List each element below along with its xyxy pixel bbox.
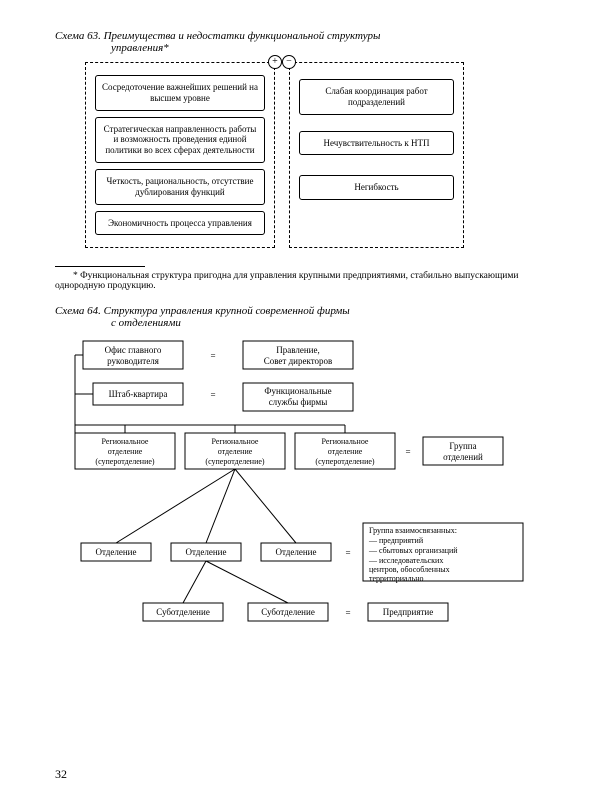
svg-text:Отделение: Отделение <box>185 547 226 557</box>
disadvantage-box: Слабая координация работ подразделений <box>299 79 454 115</box>
svg-text:отделение: отделение <box>328 447 363 456</box>
svg-text:отделение: отделение <box>218 447 253 456</box>
svg-text:Офис главного: Офис главного <box>105 345 162 355</box>
footnote-text: * Функциональная структура пригодна для … <box>55 271 555 291</box>
scheme-64-title: Схема 64. Структура управления крупной с… <box>55 305 555 329</box>
svg-text:— предприятий: — предприятий <box>368 536 424 545</box>
svg-text:Региональное: Региональное <box>102 437 149 446</box>
svg-text:Суботделение: Суботделение <box>156 607 210 617</box>
svg-text:территориально: территориально <box>369 574 424 583</box>
advantage-box: Стратегическая направленность работы и в… <box>95 117 265 163</box>
svg-text:— сбытовых организаций: — сбытовых организаций <box>368 546 458 555</box>
svg-text:службы фирмы: службы фирмы <box>269 397 328 407</box>
svg-text:(суперотделение): (суперотделение) <box>95 457 155 466</box>
svg-text:Отделение: Отделение <box>275 547 316 557</box>
svg-text:Суботделение: Суботделение <box>261 607 315 617</box>
svg-text:руководителя: руководителя <box>107 356 159 366</box>
footnote-divider <box>55 266 145 267</box>
svg-text:центров, обособленных: центров, обособленных <box>369 565 450 574</box>
disadvantages-column: − Слабая координация работ подразделений… <box>289 62 464 248</box>
svg-text:=: = <box>345 548 350 558</box>
advantages-column: + Сосредоточение важнейших решений на вы… <box>85 62 275 248</box>
svg-text:Региональное: Региональное <box>212 437 259 446</box>
plus-icon: + <box>268 55 282 69</box>
scheme-63: + Сосредоточение важнейших решений на вы… <box>85 62 555 248</box>
advantage-box: Четкость, рациональность, отсутствие дуб… <box>95 169 265 205</box>
svg-text:Функциональные: Функциональные <box>264 386 331 396</box>
svg-text:(суперотделение): (суперотделение) <box>205 457 265 466</box>
svg-text:=: = <box>210 390 215 400</box>
scheme-64-title-line1: Схема 64. Структура управления крупной с… <box>55 305 350 317</box>
svg-text:Региональное: Региональное <box>322 437 369 446</box>
disadvantage-box: Нечувствительность к НТП <box>299 131 454 156</box>
svg-text:— исследовательских: — исследовательских <box>368 556 443 565</box>
svg-text:Отделение: Отделение <box>95 547 136 557</box>
svg-text:отделение: отделение <box>108 447 143 456</box>
svg-text:=: = <box>210 351 215 361</box>
svg-text:отделений: отделений <box>443 452 483 462</box>
minus-icon: − <box>282 55 296 69</box>
svg-text:=: = <box>405 447 410 457</box>
svg-text:Правление,: Правление, <box>276 345 320 355</box>
svg-text:Группа: Группа <box>449 441 476 451</box>
advantage-box: Экономичность процесса управления <box>95 211 265 236</box>
org-chart-svg: Офис главного руководителя = Правление, … <box>63 333 553 633</box>
svg-text:=: = <box>345 608 350 618</box>
disadvantage-box: Негибкость <box>299 175 454 200</box>
scheme-64-diagram: Офис главного руководителя = Правление, … <box>63 333 555 636</box>
scheme-63-title-line1: Схема 63. Преимущества и недостатки функ… <box>55 30 380 42</box>
advantage-box: Сосредоточение важнейших решений на высш… <box>95 75 265 111</box>
page-number: 32 <box>55 767 67 782</box>
scheme-64-title-line2: с отделениями <box>111 317 555 329</box>
scheme-63-title: Схема 63. Преимущества и недостатки функ… <box>55 30 555 54</box>
scheme-63-title-line2: управления* <box>111 42 555 54</box>
svg-text:Штаб-квартира: Штаб-квартира <box>109 389 168 399</box>
svg-text:Группа взаимосвязанных:: Группа взаимосвязанных: <box>369 526 457 535</box>
svg-text:Предприятие: Предприятие <box>383 607 433 617</box>
svg-text:(суперотделение): (суперотделение) <box>315 457 375 466</box>
svg-text:Совет директоров: Совет директоров <box>264 356 333 366</box>
